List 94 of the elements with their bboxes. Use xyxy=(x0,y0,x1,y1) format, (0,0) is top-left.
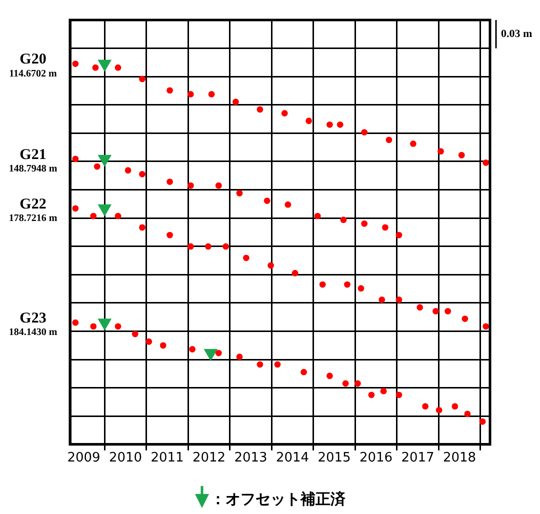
point xyxy=(344,281,350,288)
point xyxy=(204,243,212,250)
x-tick-label: 2014 xyxy=(276,450,310,466)
point xyxy=(482,160,490,166)
point xyxy=(284,201,292,208)
point xyxy=(114,323,122,330)
point xyxy=(436,406,442,414)
x-tick-label: 2010 xyxy=(108,450,142,466)
point xyxy=(92,64,99,71)
point xyxy=(242,254,250,262)
point xyxy=(464,410,471,418)
point xyxy=(139,170,146,178)
point xyxy=(90,323,97,330)
point xyxy=(72,60,79,67)
point xyxy=(336,121,344,128)
x-tick-label: 2012 xyxy=(192,450,226,466)
point xyxy=(458,152,465,158)
x-tick-label: 2013 xyxy=(234,450,268,466)
point xyxy=(114,212,122,220)
point xyxy=(72,319,79,326)
point xyxy=(187,182,194,189)
point xyxy=(264,198,270,204)
point xyxy=(396,232,402,238)
x-tick-label: 2017 xyxy=(401,450,434,466)
series-label: G22 178.7216 m xyxy=(8,196,58,224)
point xyxy=(281,110,288,116)
point xyxy=(396,392,402,398)
point xyxy=(444,308,452,314)
point xyxy=(72,156,79,162)
point xyxy=(410,140,416,147)
point xyxy=(354,380,361,387)
point xyxy=(462,316,468,322)
point xyxy=(438,148,444,155)
point xyxy=(368,392,375,398)
point xyxy=(222,243,229,250)
point xyxy=(479,418,486,425)
point xyxy=(422,403,428,410)
series-label: G23 184.1430 m xyxy=(8,310,58,338)
point xyxy=(160,342,166,349)
point xyxy=(187,91,194,98)
point xyxy=(482,323,490,330)
point xyxy=(268,262,274,269)
point xyxy=(256,106,264,113)
point xyxy=(166,232,173,238)
point xyxy=(166,178,173,185)
point xyxy=(380,388,387,394)
point xyxy=(146,338,152,345)
point xyxy=(340,216,347,224)
point xyxy=(358,285,364,292)
point xyxy=(256,361,264,368)
point xyxy=(378,296,386,303)
point xyxy=(124,167,132,174)
point xyxy=(416,304,424,311)
point xyxy=(114,64,122,71)
series-label: G20 114.6702 m xyxy=(9,52,58,80)
x-tick-label: 2018 xyxy=(442,450,476,466)
point xyxy=(382,224,388,231)
point xyxy=(215,182,222,189)
series-label: G21 148.7948 m xyxy=(8,146,58,175)
point xyxy=(396,296,402,303)
point xyxy=(90,212,97,220)
point xyxy=(72,205,79,212)
point xyxy=(319,281,326,288)
point xyxy=(342,380,349,387)
text: 0.03 m xyxy=(501,28,532,40)
point xyxy=(314,212,321,220)
point xyxy=(361,220,368,227)
point xyxy=(326,121,333,128)
x-tick-label: 2016 xyxy=(359,450,393,466)
point xyxy=(306,118,312,124)
point xyxy=(215,350,222,356)
point xyxy=(189,346,196,352)
point xyxy=(292,270,298,276)
point xyxy=(386,136,392,144)
point xyxy=(139,224,146,231)
point xyxy=(94,163,100,170)
point xyxy=(274,361,281,368)
point xyxy=(232,98,239,106)
point xyxy=(236,354,243,360)
point xyxy=(132,330,138,338)
point xyxy=(326,372,333,380)
point xyxy=(187,243,194,250)
point xyxy=(139,76,146,82)
text: ：オフセット補正済 xyxy=(210,490,346,508)
x-tick-label: 2015 xyxy=(318,450,351,466)
point xyxy=(300,368,307,376)
point xyxy=(236,190,243,196)
point xyxy=(432,308,439,314)
point xyxy=(361,129,368,136)
point xyxy=(208,91,215,98)
point xyxy=(452,403,458,410)
x-tick-label: 2011 xyxy=(150,450,184,466)
x-tick-label: 2009 xyxy=(67,450,100,466)
point xyxy=(166,87,173,94)
